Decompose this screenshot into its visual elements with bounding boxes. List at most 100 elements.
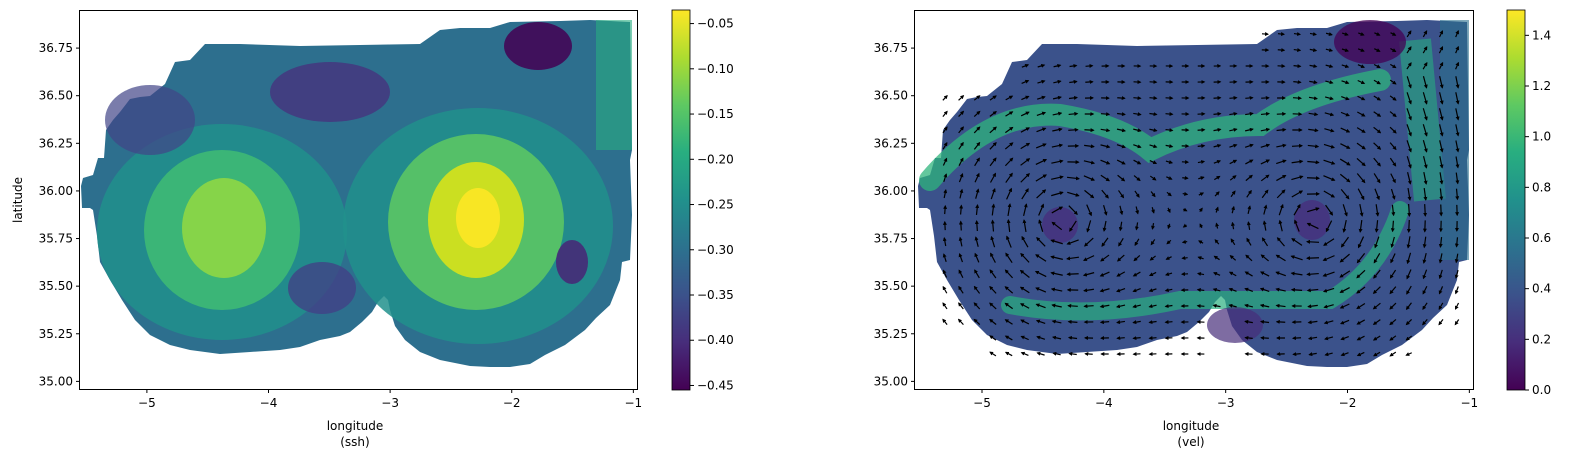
- vel-arrow: [1389, 111, 1397, 118]
- ssh-western-high-core: [182, 178, 266, 278]
- vel-arrow: [1260, 271, 1270, 277]
- vel-arrow: [1166, 176, 1173, 180]
- vel-arrow: [1423, 171, 1428, 185]
- ssh-east-edge-gradient: [596, 20, 632, 150]
- vel-arrow: [1101, 237, 1109, 247]
- vel-arrow: [1116, 159, 1126, 165]
- vel-arrow: [1357, 236, 1365, 249]
- vel-arrow: [1050, 271, 1063, 276]
- vel-arrow: [1307, 160, 1320, 165]
- vel-arrow: [1389, 351, 1397, 357]
- vel-arrow: [1084, 128, 1095, 133]
- vel-arrow: [1166, 239, 1172, 245]
- vel-arrow: [1309, 32, 1317, 36]
- vel-arrow: [1356, 335, 1365, 341]
- vel-arrow: [1406, 172, 1412, 185]
- vel-arrow: [1375, 204, 1380, 217]
- vel-arrow: [1356, 157, 1366, 167]
- vel-arrow: [1132, 288, 1141, 293]
- vel-arrow: [1167, 223, 1172, 230]
- vel-arrow: [1245, 174, 1253, 182]
- vel-arrow: [1260, 111, 1270, 116]
- vel-arrow: [1165, 272, 1173, 276]
- vel-arrow: [1291, 159, 1304, 164]
- vel-arrow: [975, 188, 980, 199]
- vel-arrow: [1455, 140, 1460, 153]
- vel-arrow: [1036, 95, 1046, 100]
- vel-arrow: [1197, 143, 1206, 148]
- vel-arrow: [1374, 188, 1380, 201]
- vel-arrow: [973, 318, 981, 326]
- vel-arrow: [1149, 159, 1158, 165]
- vel-arrow: [1069, 79, 1078, 84]
- ssh-axes-frame: [79, 10, 638, 390]
- vel-arrow: [1390, 253, 1396, 264]
- vel-arrow: [1133, 112, 1142, 117]
- vel-arrow: [1164, 304, 1173, 309]
- vel-arrow: [1244, 303, 1254, 308]
- vel-southern-jet: [1001, 201, 1409, 321]
- vel-arrow: [1134, 190, 1140, 198]
- vel-arrow: [1309, 48, 1318, 53]
- ssh-x-tick-label: −1: [624, 396, 642, 410]
- vel-arrow: [1034, 270, 1047, 278]
- vel-arrow: [1067, 303, 1078, 308]
- ssh-colorbar-tick-label: −0.35: [697, 288, 734, 302]
- vel-arrow: [1260, 127, 1271, 132]
- vel-arrow: [1132, 304, 1141, 309]
- vel-arrow: [1100, 254, 1110, 262]
- vel-arrow: [1306, 272, 1319, 277]
- vel-arrow: [1133, 144, 1142, 149]
- vel-y-tick-label: 35.00: [874, 374, 908, 388]
- vel-arrow: [1306, 222, 1319, 230]
- vel-arrow: [1151, 206, 1155, 214]
- vel-arrow: [1262, 220, 1267, 231]
- vel-arrow: [973, 126, 981, 134]
- vel-arrow: [1356, 303, 1366, 310]
- vel-arrow: [1406, 252, 1412, 265]
- vel-arrow: [1164, 320, 1173, 325]
- ssh-eastern-high-peak: [456, 188, 500, 248]
- vel-arrow: [1422, 252, 1427, 264]
- vel-arrow: [1455, 172, 1460, 185]
- vel-arrow: [1019, 286, 1030, 294]
- vel-y-tick-label: 36.50: [874, 89, 908, 103]
- vel-arrow: [1391, 204, 1396, 217]
- vel-arrow: [1084, 189, 1095, 199]
- vel-arrow: [1020, 351, 1029, 356]
- vel-arrow: [974, 252, 980, 263]
- vel-arrow: [990, 187, 996, 200]
- vel-arrow: [1133, 128, 1142, 133]
- vel-arrow: [1229, 111, 1238, 116]
- vel-arrow: [942, 126, 948, 134]
- vel-arrow: [1165, 256, 1172, 260]
- vel-arrow: [1052, 335, 1062, 340]
- vel-arrow: [1214, 206, 1219, 213]
- ssh-x-axis: −5 −4 −3 −2 −1 longitude (ssh): [138, 389, 642, 449]
- vel-arrow: [1067, 319, 1078, 324]
- vel-arrow: [973, 95, 981, 101]
- vel-colorbar-tick-label: 0.6: [1532, 231, 1551, 245]
- vel-arrow: [1051, 303, 1062, 308]
- ssh-y-axis-title: latitude: [11, 177, 25, 223]
- vel-east-flow: [1399, 38, 1446, 202]
- vel-arrow: [1325, 32, 1333, 36]
- vel-arrow: [1101, 189, 1109, 199]
- vel-arrow: [1150, 239, 1156, 246]
- ssh-colorbar-tick-label: −0.10: [697, 62, 734, 76]
- vel-arrow: [1083, 288, 1095, 293]
- vel-arrow: [1148, 320, 1157, 325]
- vel-arrow: [1325, 80, 1334, 85]
- vel-arrow: [1116, 144, 1126, 149]
- vel-arrow: [1340, 111, 1350, 117]
- vel-arrow: [1406, 140, 1412, 153]
- vel-arrow: [1020, 319, 1030, 325]
- vel-colorbar-tick-label: 0.2: [1532, 332, 1551, 346]
- vel-northern-jet: [919, 69, 1391, 191]
- vel-x-axis-subtitle: (vel): [1177, 435, 1204, 449]
- vel-arrow: [1357, 79, 1366, 85]
- vel-x-tick-label: −5: [973, 396, 991, 410]
- vel-arrow: [1406, 236, 1411, 249]
- vel-arrow: [1373, 269, 1381, 279]
- vel-colorbar-tick-label: 0.8: [1532, 180, 1551, 194]
